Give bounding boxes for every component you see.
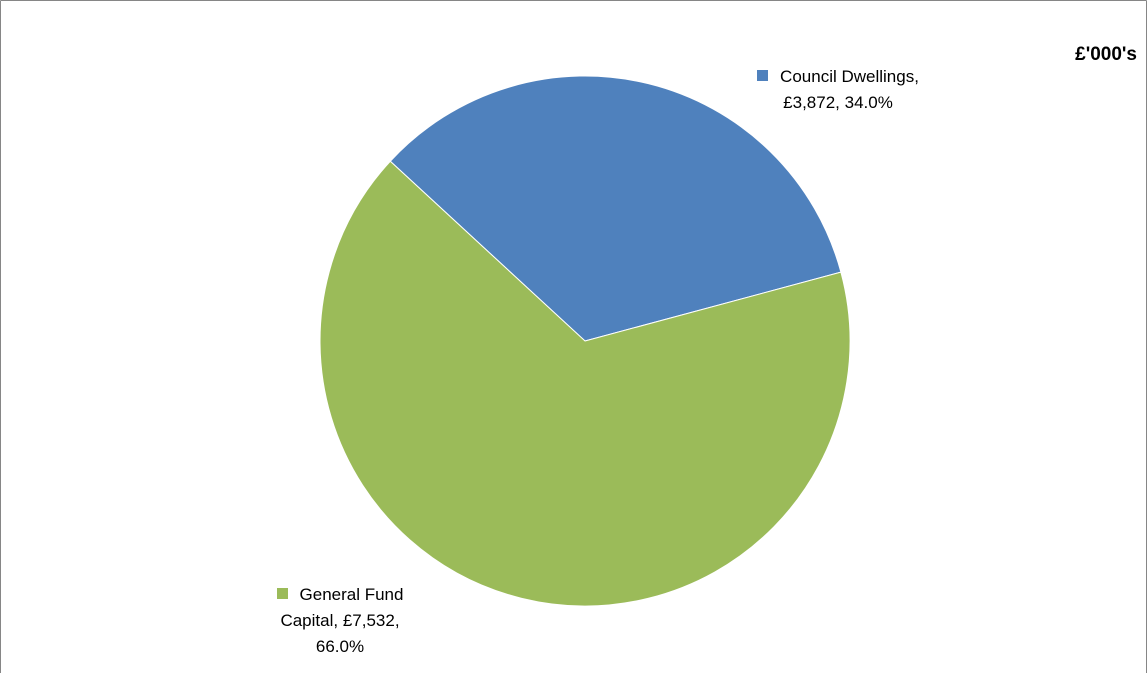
slice-label-line: General Fund [220, 582, 460, 608]
slice-label-council-dwellings: Council Dwellings, £3,872, 34.0% [708, 64, 968, 116]
unit-label: £'000's [1075, 44, 1137, 65]
slice-label-text: Council Dwellings, [780, 67, 919, 86]
pie-slice-general-fund-capital [319, 160, 851, 607]
slice-label-text: General Fund [299, 585, 404, 604]
legend-swatch-general-fund-capital [276, 588, 288, 599]
slice-label-line: Council Dwellings, [708, 64, 968, 90]
pie-slices [319, 75, 851, 607]
slice-label-value: £3,872, 34.0% [783, 93, 893, 112]
slice-label-value: Capital, £7,532, [280, 611, 400, 630]
legend-swatch-council-dwellings [757, 70, 769, 81]
slice-label-percent: 66.0% [315, 637, 365, 656]
slice-label-general-fund-capital: General Fund Capital, £7,532, 66.0% [220, 582, 460, 660]
pie-slice-council-dwellings [389, 75, 842, 342]
